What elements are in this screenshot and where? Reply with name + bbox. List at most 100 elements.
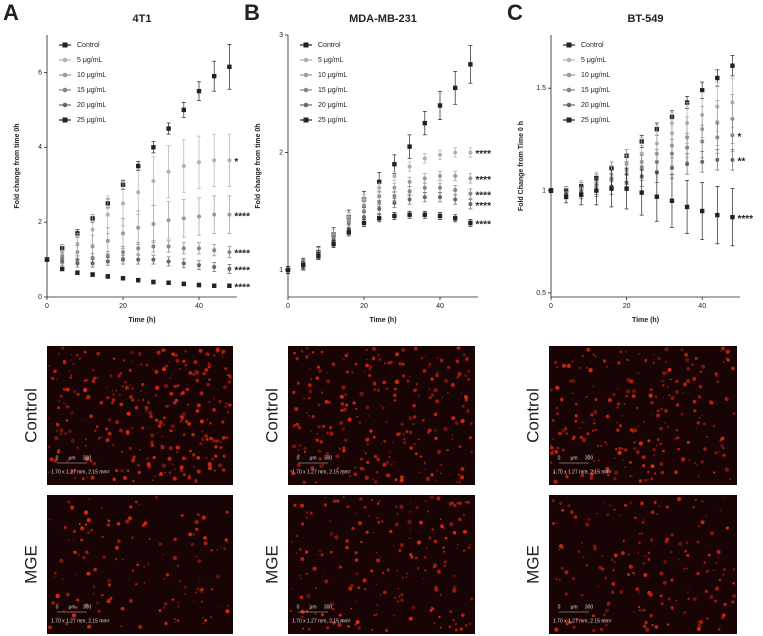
cell xyxy=(658,504,661,507)
cell xyxy=(371,478,375,481)
cell xyxy=(618,424,623,428)
marker xyxy=(730,214,735,220)
cell xyxy=(193,600,195,602)
cell xyxy=(613,508,616,511)
cell xyxy=(582,556,585,559)
cell xyxy=(375,551,378,554)
x-tick-label: 20 xyxy=(360,303,368,310)
cell xyxy=(394,379,400,385)
cell xyxy=(57,448,61,451)
marker xyxy=(227,250,232,255)
cell xyxy=(700,520,705,525)
cell xyxy=(637,552,640,554)
marker xyxy=(166,259,171,264)
y-tick-label: 1.5 xyxy=(536,85,546,92)
x-tick-label: 20 xyxy=(119,303,127,310)
y-axis-label: Fold change from time 0h xyxy=(14,123,21,208)
cell xyxy=(196,469,201,474)
cell xyxy=(605,467,610,472)
cell xyxy=(214,454,218,458)
cell xyxy=(633,516,637,520)
cell xyxy=(179,368,181,370)
cell xyxy=(75,606,78,609)
image-dimensions: 1.70 x 1.27 mm, 2.15 mm² xyxy=(51,618,110,624)
marker xyxy=(316,253,321,259)
marker xyxy=(151,279,156,285)
cell xyxy=(222,385,228,390)
marker xyxy=(151,257,156,262)
cell xyxy=(732,581,735,585)
marker xyxy=(422,212,427,217)
cell xyxy=(699,620,704,625)
cell xyxy=(199,419,204,424)
marker xyxy=(212,283,217,288)
cell xyxy=(339,614,342,617)
y-tick-label: 1 xyxy=(542,187,546,194)
cell xyxy=(299,503,305,508)
significance: **** xyxy=(737,214,753,225)
cell xyxy=(138,449,141,451)
cell xyxy=(635,587,640,591)
marker xyxy=(196,282,202,288)
cell xyxy=(687,597,690,600)
cell xyxy=(168,405,170,407)
cell xyxy=(394,522,399,527)
cell xyxy=(460,467,465,471)
cell xyxy=(557,548,560,551)
cell xyxy=(624,466,627,469)
cell xyxy=(119,402,124,407)
cell xyxy=(659,426,664,431)
y-tick-label: 2 xyxy=(38,219,42,226)
scale-end: 300 xyxy=(83,455,92,461)
marker xyxy=(121,201,125,206)
cell xyxy=(58,400,60,402)
cell xyxy=(67,539,70,542)
cell xyxy=(212,407,216,412)
marker xyxy=(212,158,217,163)
marker xyxy=(285,267,291,273)
cell xyxy=(691,363,694,366)
cell xyxy=(560,399,563,402)
cell xyxy=(347,417,352,422)
cell xyxy=(686,440,691,445)
cell xyxy=(219,445,223,449)
cell xyxy=(614,470,619,475)
cell xyxy=(637,425,639,427)
cell xyxy=(724,496,726,498)
cell xyxy=(377,502,380,505)
cell xyxy=(192,453,196,457)
cell xyxy=(322,463,325,465)
cell xyxy=(120,625,123,628)
cell xyxy=(409,529,412,531)
cell xyxy=(215,439,219,443)
micrograph-background xyxy=(47,346,233,485)
cell xyxy=(107,583,111,587)
marker xyxy=(563,194,569,199)
cell xyxy=(154,369,159,374)
marker xyxy=(362,215,366,220)
cell xyxy=(423,461,427,465)
cell xyxy=(638,533,641,535)
cell xyxy=(196,556,199,559)
cell xyxy=(168,446,173,451)
cell xyxy=(143,565,146,568)
cell xyxy=(435,399,440,404)
legend-marker xyxy=(566,117,572,123)
cell xyxy=(362,467,365,471)
cell xyxy=(466,500,471,505)
significance: **** xyxy=(475,149,491,160)
chart-title: 4T1 xyxy=(133,13,152,25)
cell xyxy=(76,392,80,397)
cell xyxy=(84,603,89,607)
cell xyxy=(143,581,146,584)
marker xyxy=(181,164,186,168)
marker xyxy=(181,246,186,251)
cell xyxy=(289,609,292,613)
cell xyxy=(150,440,154,445)
legend-label: Control xyxy=(581,42,604,49)
scale-unit: μm xyxy=(309,604,316,610)
cell xyxy=(49,376,52,378)
cell xyxy=(110,401,114,405)
series xyxy=(44,257,232,288)
cell xyxy=(69,374,73,377)
